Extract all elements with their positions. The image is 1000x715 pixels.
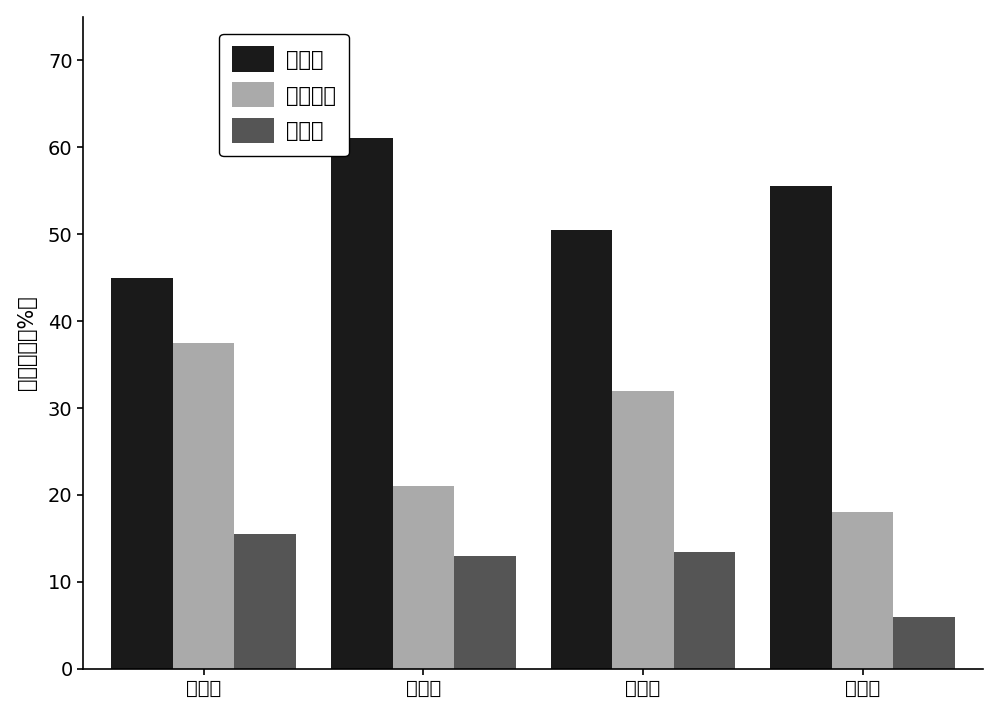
Legend: 纤维素, 半纤维素, 木质素: 纤维素, 半纤维素, 木质素 bbox=[219, 34, 349, 156]
Bar bbox=[234, 534, 296, 669]
Bar bbox=[393, 486, 454, 669]
Bar bbox=[612, 390, 674, 669]
Bar bbox=[832, 513, 893, 669]
Bar bbox=[173, 342, 234, 669]
Bar bbox=[454, 556, 516, 669]
Bar bbox=[770, 186, 832, 669]
Bar bbox=[893, 617, 955, 669]
Bar bbox=[674, 551, 735, 669]
Bar bbox=[111, 277, 173, 669]
Y-axis label: 组分含量（%）: 组分含量（%） bbox=[17, 295, 37, 390]
Bar bbox=[331, 139, 393, 669]
Bar bbox=[551, 230, 612, 669]
